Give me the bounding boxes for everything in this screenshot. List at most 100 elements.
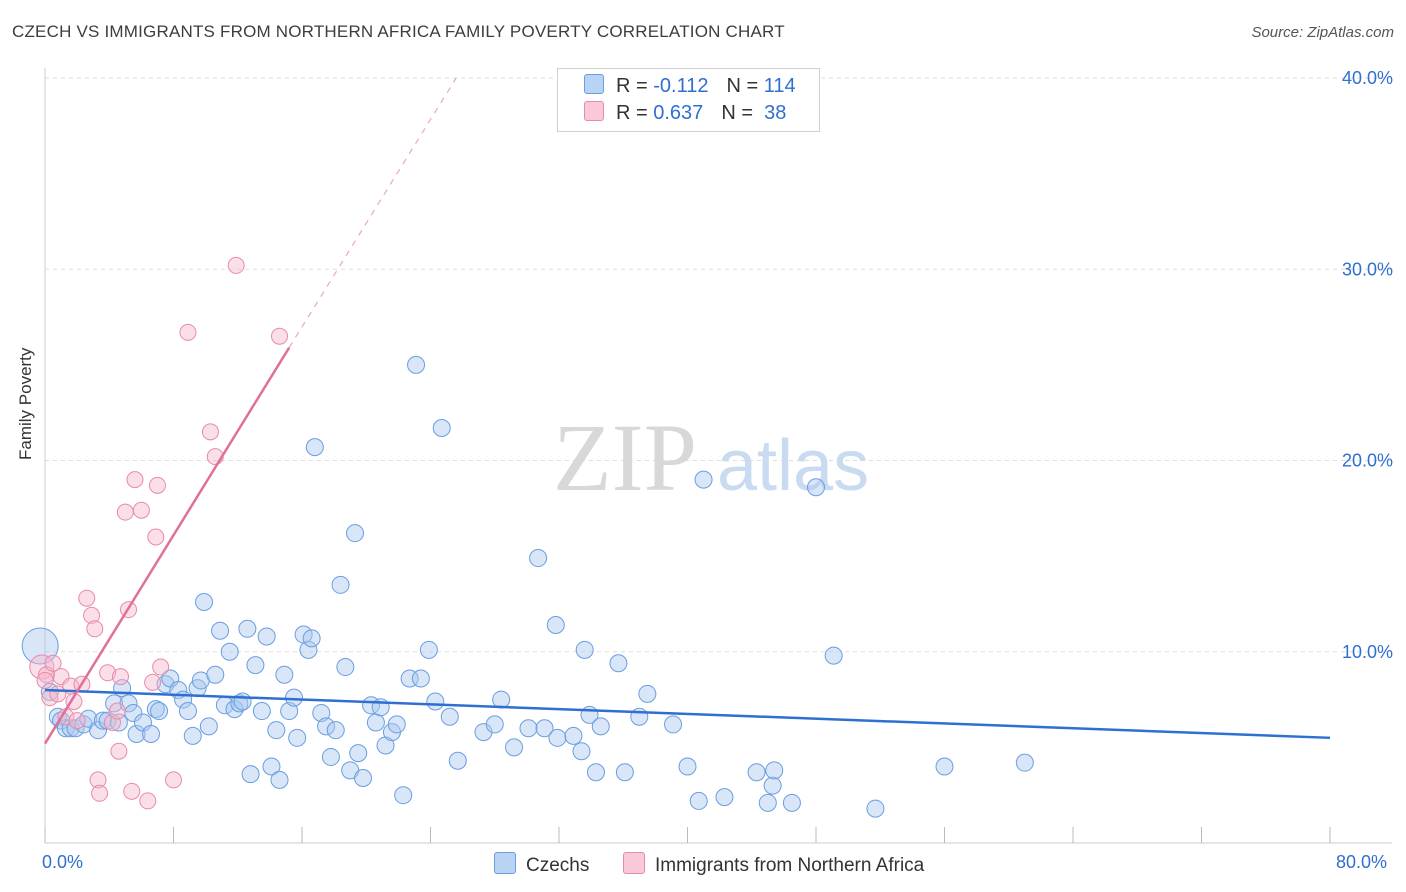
czechs-point — [238, 619, 257, 638]
legend-swatch-blue — [494, 852, 516, 874]
czechs-point — [935, 757, 954, 776]
chart-title: CZECH VS IMMIGRANTS FROM NORTHERN AFRICA… — [12, 22, 785, 41]
czechs-point — [246, 656, 265, 675]
czechs-point — [21, 627, 59, 665]
northern-africa-point — [179, 323, 197, 341]
northern-africa-point — [78, 589, 96, 607]
legend-row-czechs: R = -0.112 N = 114 — [584, 74, 796, 100]
northern-africa-point — [111, 668, 129, 686]
northern-africa-point — [227, 256, 245, 274]
watermark: ZIP atlas — [553, 404, 869, 511]
czechs-point — [206, 665, 225, 684]
czechs-point — [448, 751, 467, 770]
northern-africa-point — [147, 528, 165, 546]
czechs-trend-line — [44, 688, 1331, 740]
czechs-point — [241, 765, 260, 784]
czechs-point — [346, 524, 365, 543]
czechs-point — [440, 707, 459, 726]
northern-africa-point — [68, 712, 86, 730]
northern-africa-point — [132, 501, 150, 519]
czechs-point — [546, 615, 565, 634]
czechs-point — [280, 702, 299, 721]
czechs-point — [195, 593, 214, 612]
czechs-point — [548, 728, 567, 747]
czechs-point — [252, 702, 271, 721]
northern-africa-point — [271, 327, 289, 345]
correlation-legend: R = -0.112 N = 114 R = 0.637 N = 38 — [557, 68, 820, 132]
y-tick-labels: 10.0% 20.0% 30.0% 40.0% — [1342, 68, 1393, 662]
czechs-point — [321, 747, 340, 766]
trend-lines — [43, 77, 1331, 745]
czechs-point — [199, 717, 218, 736]
northern-africa-point — [152, 658, 170, 676]
northern-africa-trend-extension — [288, 77, 457, 348]
czechs-point — [349, 744, 368, 763]
czechs-point — [505, 738, 524, 757]
watermark-zip: ZIP — [553, 404, 697, 511]
czechs-point — [426, 692, 445, 711]
legend-r-value: -0.112 — [653, 75, 709, 97]
bottom-legend-northern-africa: Immigrants from Northern Africa — [623, 852, 924, 878]
czechs-point — [689, 791, 708, 810]
czechs-point — [127, 724, 146, 743]
czechs-point — [564, 726, 583, 745]
czechs-point — [575, 640, 594, 659]
czechs-point — [233, 692, 252, 711]
northern-africa-point — [116, 503, 134, 521]
czechs-point — [591, 717, 610, 736]
czechs-point — [270, 770, 289, 789]
czechs-point — [257, 627, 276, 646]
legend-n-value: 114 — [763, 75, 796, 97]
czechs-point — [1015, 753, 1034, 772]
czechs-point — [89, 721, 108, 740]
czechs-point — [288, 728, 307, 747]
legend-n-label: N = — [726, 75, 764, 97]
northern-africa-point — [99, 664, 117, 682]
czechs-point — [586, 763, 605, 782]
legend-row-northern-africa: R = 0.637 N = 38 — [584, 101, 786, 127]
northern-africa-point — [108, 702, 126, 720]
czechs-point — [150, 702, 169, 721]
axes — [44, 68, 1392, 844]
northern-africa-point — [44, 654, 62, 672]
northern-africa-point — [144, 673, 162, 691]
czechs-point — [407, 355, 426, 374]
czechs-point — [678, 757, 697, 776]
czechs-point — [317, 717, 336, 736]
northern-africa-point — [126, 471, 144, 489]
y-axis-label: Family Poverty — [16, 347, 35, 460]
czechs-point — [411, 669, 430, 688]
series-czechs-points — [21, 355, 1034, 818]
czechs-point — [284, 688, 303, 707]
czechs-point — [758, 793, 777, 812]
czechs-point — [142, 724, 161, 743]
czechs-point — [387, 715, 406, 734]
czechs-point — [394, 786, 413, 805]
legend-northern-africa-label: Immigrants from Northern Africa — [655, 855, 925, 876]
y-tick-label: 20.0% — [1342, 451, 1393, 471]
legend-r-label: R = — [616, 102, 654, 124]
czechs-point — [211, 621, 230, 640]
legend-r-value: 0.637 — [653, 102, 704, 124]
czechs-point — [262, 757, 281, 776]
northern-africa-point — [110, 742, 128, 760]
czechs-point — [312, 703, 331, 722]
czechs-point — [326, 721, 345, 740]
x-axis-min-label: 0.0% — [42, 852, 84, 872]
czechs-point — [183, 726, 202, 745]
czechs-point — [572, 742, 591, 761]
legend-czechs-label: Czechs — [526, 855, 590, 876]
y-tick-label: 30.0% — [1342, 259, 1393, 279]
legend-swatch-blue — [584, 74, 604, 94]
czechs-point — [302, 629, 321, 648]
czechs-point — [807, 478, 825, 497]
czechs-point — [535, 719, 554, 738]
czechs-point — [824, 646, 843, 665]
northern-africa-point — [91, 784, 109, 802]
northern-africa-point — [139, 792, 157, 810]
czechs-point — [220, 642, 239, 661]
czechs-point — [765, 761, 784, 780]
northern-africa-point — [201, 423, 219, 441]
legend-n-value: 38 — [758, 102, 787, 124]
northern-africa-point — [148, 476, 166, 494]
